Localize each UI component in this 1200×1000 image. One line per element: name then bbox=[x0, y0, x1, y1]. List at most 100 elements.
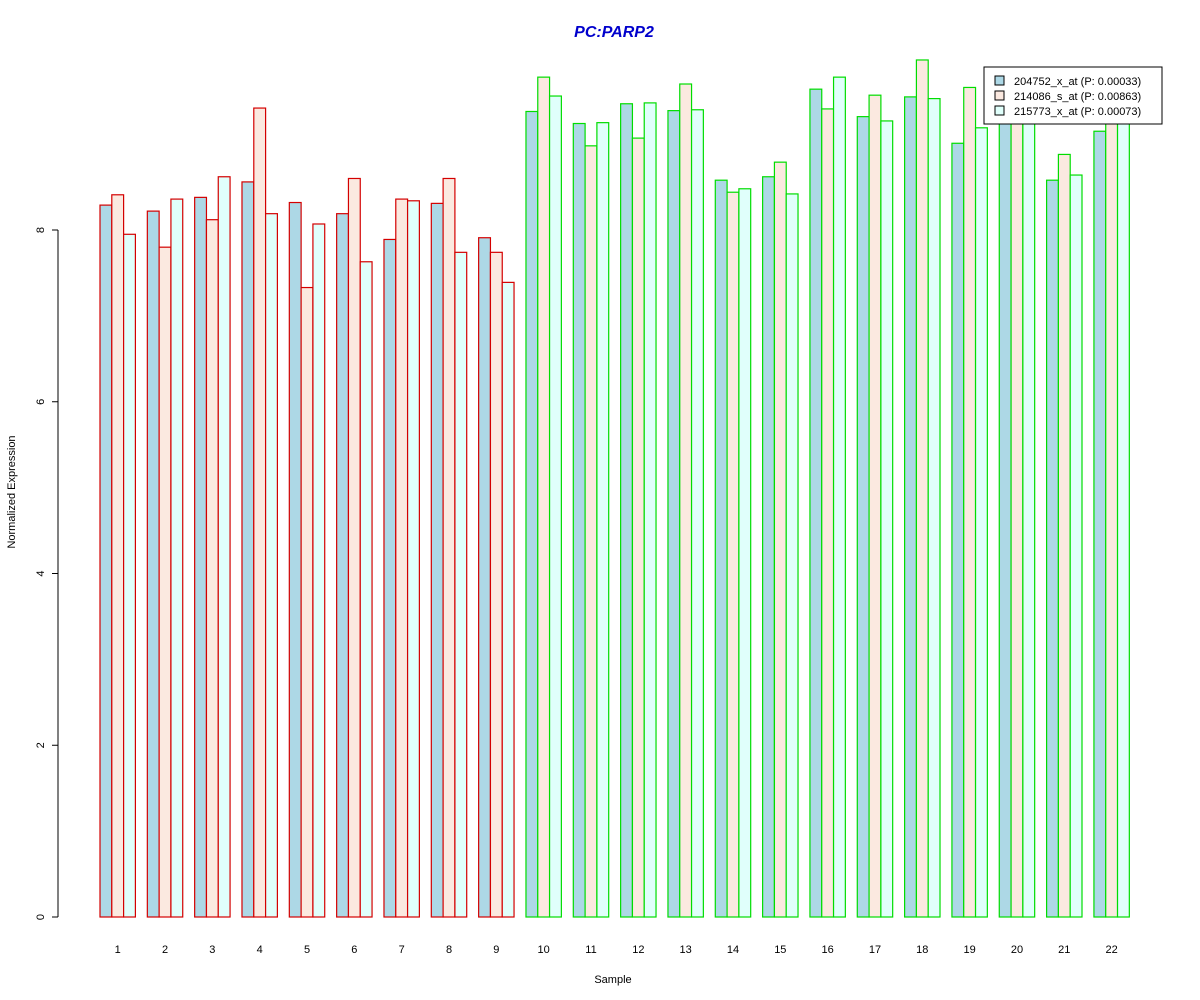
x-tick-label-10: 10 bbox=[538, 944, 550, 956]
bar-sample-7-series-2 bbox=[395, 198, 409, 918]
x-axis-label: Sample bbox=[594, 974, 631, 986]
legend-label-2: 214086_s_at (P: 0.00863) bbox=[1014, 91, 1141, 103]
legend: 204752_x_at (P: 0.00033) 214086_s_at (P: … bbox=[983, 66, 1163, 125]
bar-sample-19-series-1 bbox=[951, 142, 965, 918]
bar-sample-18-series-1 bbox=[904, 96, 918, 918]
bar-sample-6-series-3 bbox=[359, 261, 373, 918]
bar-sample-2-series-2 bbox=[158, 246, 172, 918]
bar-sample-17-series-2 bbox=[868, 94, 882, 918]
bar-sample-7-series-1 bbox=[383, 238, 397, 918]
bar-sample-21-series-3 bbox=[1069, 174, 1083, 918]
x-tick-label-16: 16 bbox=[822, 944, 834, 956]
bar-sample-16-series-3 bbox=[832, 76, 846, 918]
bar-sample-3-series-2 bbox=[205, 219, 219, 918]
bar-sample-10-series-3 bbox=[548, 95, 562, 918]
x-tick-label-8: 8 bbox=[446, 944, 452, 956]
bar-sample-10-series-1 bbox=[525, 110, 539, 918]
legend-box bbox=[983, 66, 1163, 125]
bar-sample-20-series-1 bbox=[998, 104, 1012, 918]
bar-sample-16-series-1 bbox=[809, 88, 823, 918]
bar-sample-12-series-2 bbox=[631, 137, 645, 918]
y-axis: 0 2 4 6 8 bbox=[35, 227, 59, 920]
bar-sample-6-series-2 bbox=[347, 177, 361, 918]
bar-sample-19-series-3 bbox=[974, 127, 988, 918]
y-tick-label-8: 8 bbox=[35, 227, 47, 233]
bar-sample-19-series-2 bbox=[963, 86, 977, 918]
bar-sample-2-series-1 bbox=[146, 210, 160, 918]
x-tick-label-4: 4 bbox=[257, 944, 263, 956]
bar-sample-13-series-1 bbox=[667, 110, 681, 918]
bar-sample-9-series-3 bbox=[501, 281, 515, 918]
x-tick-label-18: 18 bbox=[916, 944, 928, 956]
bar-sample-4-series-3 bbox=[264, 213, 278, 918]
bar-sample-14-series-2 bbox=[726, 191, 740, 918]
x-tick-label-12: 12 bbox=[632, 944, 644, 956]
y-tick-label-6: 6 bbox=[35, 399, 47, 405]
bar-sample-20-series-3 bbox=[1022, 107, 1036, 918]
x-tick-label-1: 1 bbox=[115, 944, 121, 956]
legend-label-3: 215773_x_at (P: 0.00073) bbox=[1014, 106, 1141, 118]
bar-sample-1-series-1 bbox=[99, 204, 113, 918]
x-axis: 1 2 3 4 5 6 7 8 9 10 11 12 13 14 15 16 17 18 19 20 21 22 bbox=[115, 944, 1118, 956]
x-tick-label-11: 11 bbox=[585, 944, 596, 956]
bar-sample-15-series-1 bbox=[762, 176, 776, 918]
bar-sample-16-series-2 bbox=[821, 108, 835, 918]
bar-sample-9-series-2 bbox=[489, 251, 503, 918]
x-tick-label-2: 2 bbox=[162, 944, 168, 956]
bar-sample-22-series-1 bbox=[1093, 130, 1107, 918]
x-tick-label-21: 21 bbox=[1058, 944, 1070, 956]
bar-sample-11-series-3 bbox=[596, 122, 610, 918]
bar-sample-3-series-1 bbox=[194, 196, 208, 918]
x-tick-label-14: 14 bbox=[727, 944, 739, 956]
y-axis-label: Normalized Expression bbox=[6, 435, 18, 548]
bar-sample-11-series-1 bbox=[572, 122, 586, 918]
x-tick-label-3: 3 bbox=[209, 944, 215, 956]
x-tick-label-22: 22 bbox=[1106, 944, 1118, 956]
bar-sample-10-series-2 bbox=[537, 76, 551, 918]
bar-sample-1-series-3 bbox=[122, 233, 136, 918]
x-tick-label-20: 20 bbox=[1011, 944, 1023, 956]
y-tick-label-2: 2 bbox=[35, 742, 47, 748]
bar-sample-14-series-3 bbox=[738, 188, 752, 918]
bar-sample-12-series-3 bbox=[643, 102, 657, 918]
bar-area bbox=[99, 59, 1130, 918]
chart-title: PC:PARP2 bbox=[574, 24, 654, 41]
x-tick-label-19: 19 bbox=[964, 944, 976, 956]
bar-sample-5-series-1 bbox=[288, 201, 302, 918]
legend-swatch-1 bbox=[994, 75, 1005, 86]
x-tick-label-13: 13 bbox=[680, 944, 692, 956]
x-tick-label-6: 6 bbox=[351, 944, 357, 956]
x-tick-label-15: 15 bbox=[774, 944, 786, 956]
bar-sample-7-series-3 bbox=[406, 200, 420, 918]
bar-sample-22-series-2 bbox=[1105, 115, 1119, 918]
bar-sample-17-series-3 bbox=[880, 120, 894, 918]
legend-swatch-3 bbox=[994, 105, 1005, 116]
bar-sample-21-series-2 bbox=[1057, 153, 1071, 918]
x-tick-label-5: 5 bbox=[304, 944, 310, 956]
bar-sample-18-series-2 bbox=[915, 59, 929, 918]
bar-sample-20-series-2 bbox=[1010, 98, 1024, 918]
bar-sample-8-series-3 bbox=[454, 251, 468, 918]
bar-sample-1-series-2 bbox=[111, 194, 125, 918]
bar-sample-8-series-1 bbox=[430, 202, 444, 918]
bar-sample-13-series-2 bbox=[679, 83, 693, 918]
bar-sample-4-series-1 bbox=[241, 181, 255, 918]
bar-sample-18-series-3 bbox=[927, 98, 941, 918]
bar-sample-17-series-1 bbox=[856, 116, 870, 918]
bar-sample-13-series-3 bbox=[690, 109, 704, 918]
bar-sample-15-series-2 bbox=[773, 161, 787, 918]
legend-swatch-2 bbox=[994, 90, 1005, 101]
bar-sample-11-series-2 bbox=[584, 145, 598, 918]
y-tick-label-4: 4 bbox=[35, 570, 47, 576]
bar-sample-4-series-2 bbox=[253, 107, 267, 918]
bar-sample-5-series-2 bbox=[300, 286, 314, 918]
x-tick-label-7: 7 bbox=[399, 944, 405, 956]
bar-sample-6-series-1 bbox=[336, 213, 350, 918]
legend-label-1: 204752_x_at (P: 0.00033) bbox=[1014, 76, 1141, 88]
bar-sample-2-series-3 bbox=[170, 198, 184, 918]
bar-sample-21-series-1 bbox=[1045, 179, 1059, 918]
bar-sample-3-series-3 bbox=[217, 176, 231, 918]
bar-sample-12-series-1 bbox=[620, 103, 634, 918]
bar-sample-14-series-1 bbox=[714, 179, 728, 918]
